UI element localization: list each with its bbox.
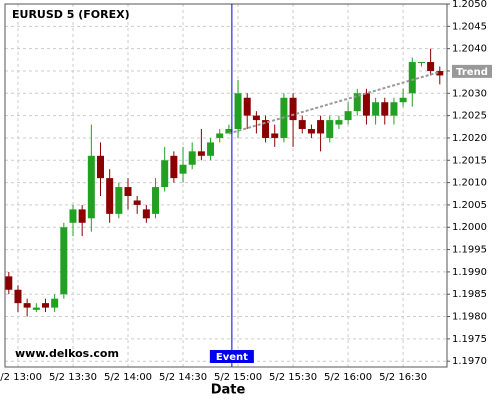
candle-body: [353, 93, 361, 112]
x-tick-label: 5/2 14:30: [159, 372, 207, 383]
candle-body: [41, 303, 49, 308]
candle-body: [390, 102, 398, 116]
candle-body: [234, 93, 242, 130]
candle-body: [417, 62, 425, 64]
candle-body: [298, 120, 306, 130]
candle-body: [60, 227, 68, 295]
candle-body: [5, 276, 13, 290]
marks: [5, 48, 444, 317]
candle-body: [381, 102, 389, 116]
candle-body: [326, 120, 334, 138]
y-tick-label: 1.2005: [452, 200, 487, 211]
candle-body: [362, 93, 370, 116]
x-tick-label: 5/2 16:30: [379, 372, 427, 383]
watermark: www.delkos.com: [15, 347, 119, 360]
y-tick-label: 1.1995: [452, 245, 487, 256]
trend-line: [228, 70, 441, 135]
candle-body: [124, 187, 132, 196]
y-tick-label: 1.1980: [452, 312, 487, 323]
candle-body: [399, 97, 407, 103]
candle-body: [87, 155, 95, 219]
x-tick-label: 5/2 15:00: [214, 372, 262, 383]
x-axis-label: Date: [211, 383, 246, 398]
y-tick-label: 1.1990: [452, 267, 487, 278]
candle-body: [252, 115, 260, 121]
candle-body: [225, 129, 233, 134]
x-tick-label: 5/2 13:30: [49, 372, 97, 383]
candle-body: [271, 133, 279, 138]
candle-body: [372, 102, 380, 116]
y-tick-label: 1.2025: [452, 111, 487, 122]
chart-title: EURUSD 5 (FOREX): [12, 8, 130, 21]
y-tick-label: 1.2040: [452, 44, 487, 55]
x-tick-label: 5/2 13:00: [0, 372, 42, 383]
x-tick-label: 5/2 15:30: [269, 372, 317, 383]
y-tick-label: 1.2015: [452, 155, 487, 166]
y-tick-label: 1.2000: [452, 222, 487, 233]
y-tick-label: 1.2050: [452, 0, 487, 10]
candle-body: [51, 298, 59, 308]
candle-body: [97, 155, 104, 179]
candle-body: [152, 187, 160, 214]
y-tick-label: 1.1985: [452, 289, 487, 300]
y-tick-label: 1.2030: [452, 88, 487, 99]
candle-body: [307, 129, 315, 134]
x-tick-label: 5/2 14:00: [104, 372, 152, 383]
event-label-box: [209, 350, 254, 363]
candle-body: [216, 133, 224, 138]
x-tick-label: 5/2 16:00: [324, 372, 372, 383]
y-tick-label: 1.2020: [452, 133, 487, 144]
y-tick-label: 1.2045: [452, 21, 487, 32]
trend-label-box: [452, 64, 492, 78]
y-tick-label: 1.1970: [452, 356, 487, 367]
y-tick-label: 1.2010: [452, 178, 487, 189]
plot-frame: [4, 3, 448, 368]
candle-body: [317, 120, 325, 134]
candle-body: [197, 151, 205, 156]
candle-body: [133, 200, 141, 205]
trend-label: Trend: [456, 67, 488, 78]
candle-body: [69, 209, 77, 223]
candle-body: [262, 120, 270, 138]
candle-body: [170, 155, 178, 179]
candle-body: [179, 164, 187, 174]
y-tick-label: 1.1975: [452, 334, 487, 345]
candle-body: [23, 303, 31, 308]
candle-body: [161, 160, 169, 188]
candle-body: [408, 62, 416, 94]
candle-body: [142, 209, 150, 219]
candle-body: [335, 120, 343, 125]
candle-body: [436, 70, 444, 76]
candle-body: [207, 142, 215, 156]
candle-body: [344, 111, 352, 121]
candle-body: [289, 97, 297, 121]
candle-body: [427, 62, 435, 71]
candle-body: [14, 289, 22, 304]
candle-body: [115, 187, 123, 214]
candle-body: [106, 178, 114, 214]
event-label: Event: [216, 352, 248, 363]
candle-body: [188, 151, 196, 165]
candle-body: [78, 209, 86, 223]
candle-body: [32, 307, 40, 310]
candle-body: [243, 97, 251, 116]
